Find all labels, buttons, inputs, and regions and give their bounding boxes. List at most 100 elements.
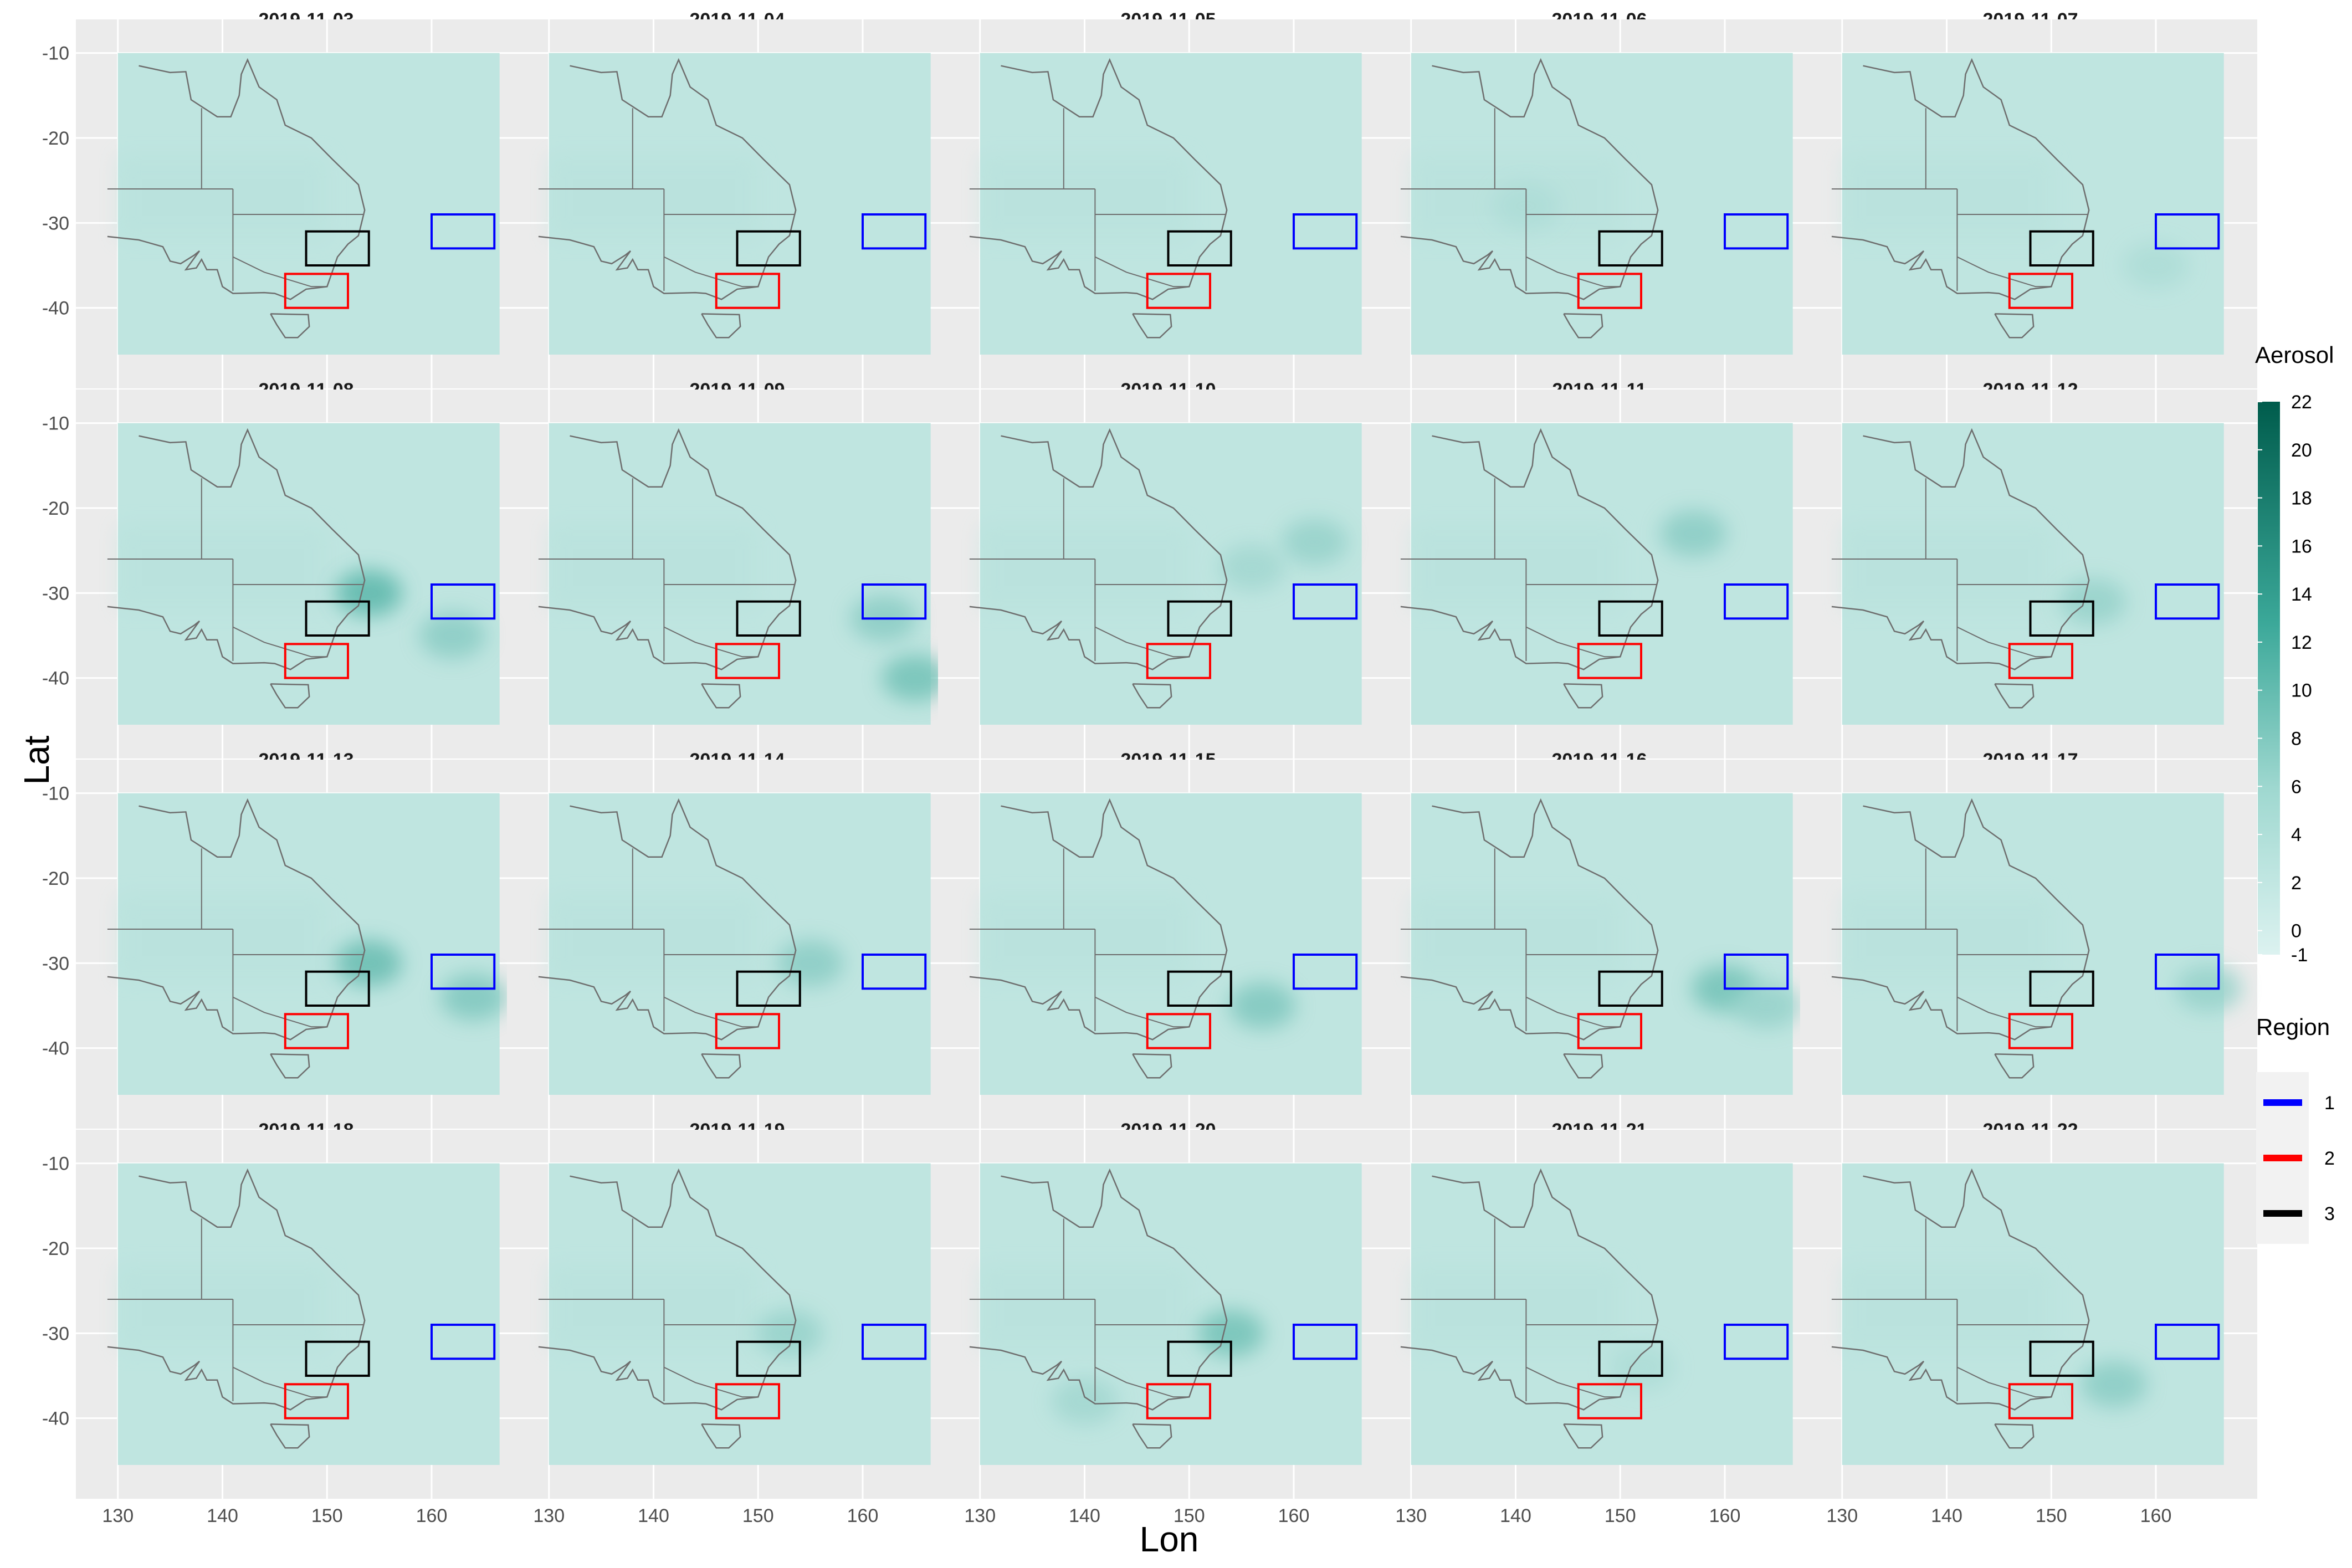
region-box-3 [305,970,370,1007]
y-tick-label: -10 [42,413,69,434]
coastline [1400,428,1659,670]
facet-panel: 2019-11-03-10-20-30-40 [42,9,533,388]
x-tick-label: 130 [1395,1505,1427,1526]
tasmania-outline [1994,1053,2035,1079]
coastline [1831,798,2090,1041]
facet-panel: 2019-11-17 [1800,750,2257,1129]
colorbar-tick-label: 10 [2291,680,2312,701]
region-box-2 [1146,1383,1211,1420]
region-box-2 [1146,273,1211,309]
facet-panel: 2019-11-15 [938,750,1395,1129]
coastline [107,798,366,1041]
colorbar-tick-label: 14 [2291,584,2312,605]
x-tick-label: 130 [102,1505,134,1526]
aerosol-plume [1281,519,1348,566]
region-box-1 [1293,1324,1358,1360]
facet-panel: 2019-11-22130140150160 [1800,1120,2257,1526]
state-border [232,256,327,288]
facet-panel: 2019-11-12 [1800,380,2257,759]
y-tick-label: -30 [42,1323,69,1344]
aerosol-plume [882,654,949,701]
region-box-3 [305,600,370,637]
region-box-2 [1577,1383,1642,1420]
state-border [1956,1366,2052,1398]
region-box-2 [2008,1013,2073,1049]
aerosol-plume [419,612,486,659]
region-box-1 [2155,213,2220,250]
tasmania-outline [1132,1423,1172,1449]
aerosol-plume [335,570,402,617]
x-tick-label: 140 [1069,1505,1100,1526]
region-box-1 [2155,954,2220,990]
colorbar-tick-label: 20 [2291,440,2312,461]
state-border [1094,1366,1190,1398]
region-box-1 [1293,213,1358,250]
aerosol-band [117,1265,328,1350]
aerosol-plume [1733,982,1800,1029]
x-tick-label: 150 [742,1505,774,1526]
coastline [1831,428,2090,670]
region-box-3 [736,230,801,267]
state-border [663,256,759,288]
aerosol-plume [1218,544,1285,591]
region-box-3 [305,1340,370,1377]
x-tick-label: 160 [847,1505,879,1526]
tasmania-outline [1132,1053,1172,1079]
tasmania-outline [270,313,310,339]
x-tick-label: 130 [964,1505,996,1526]
state-border [232,626,327,658]
region-box-1 [1724,1324,1789,1360]
aerosol-band [980,1265,1190,1350]
x-tick-label: 140 [1500,1505,1531,1526]
region-box-1 [862,954,927,990]
region-legend: Region 1 2 3 [2256,1014,2335,1244]
y-tick-label: -40 [42,1038,69,1059]
aerosol-band [1411,525,1621,610]
colorbar-tick-label: 6 [2291,776,2302,797]
state-border [1094,996,1190,1028]
facet-panel: 2019-11-06 [1369,9,1826,388]
region-box-2 [284,1383,349,1420]
facet-panel: 2019-11-13-10-20-30-40 [42,750,533,1129]
region-box-1 [431,213,496,250]
coastline [107,428,366,670]
facet-panel: 2019-11-20130140150160 [938,1120,1395,1526]
coastline [107,1168,366,1411]
aerosol-band [1842,155,2052,240]
facet-panel: 2019-11-07 [1800,9,2257,388]
region-box-1 [431,1324,496,1360]
tasmania-outline [1563,1053,1603,1079]
region-legend-label: 1 [2324,1093,2335,1114]
state-border [1094,256,1190,288]
aerosol-plume [2081,1361,2148,1408]
region-box-3 [736,970,801,1007]
region-box-1 [1293,583,1358,620]
region-box-1 [1724,583,1789,620]
state-border [232,1366,327,1398]
region-box-2 [715,643,780,679]
y-tick-label: -10 [42,1154,69,1175]
aerosol-plume [1608,1344,1674,1391]
x-tick-label: 130 [1826,1505,1858,1526]
region-box-2 [284,643,349,679]
state-border [1525,996,1621,1028]
y-tick-label: -30 [42,213,69,234]
region-box-3 [1598,230,1663,267]
y-tick-label: -20 [42,128,69,149]
aerosol-plume [1051,1378,1118,1424]
region-box-2 [1146,643,1211,679]
aerosol-plume [2123,242,2189,289]
colorbar-tick-label: 22 [2291,392,2312,413]
aerosol-band [549,525,759,610]
state-border [663,626,759,658]
region-box-3 [1167,970,1232,1007]
coastline [538,1168,797,1411]
coastline [969,798,1228,1041]
facet-panel: 2019-11-16 [1369,750,1826,1129]
tasmania-outline [270,1053,310,1079]
facet-panel: 2019-11-14 [507,750,964,1129]
